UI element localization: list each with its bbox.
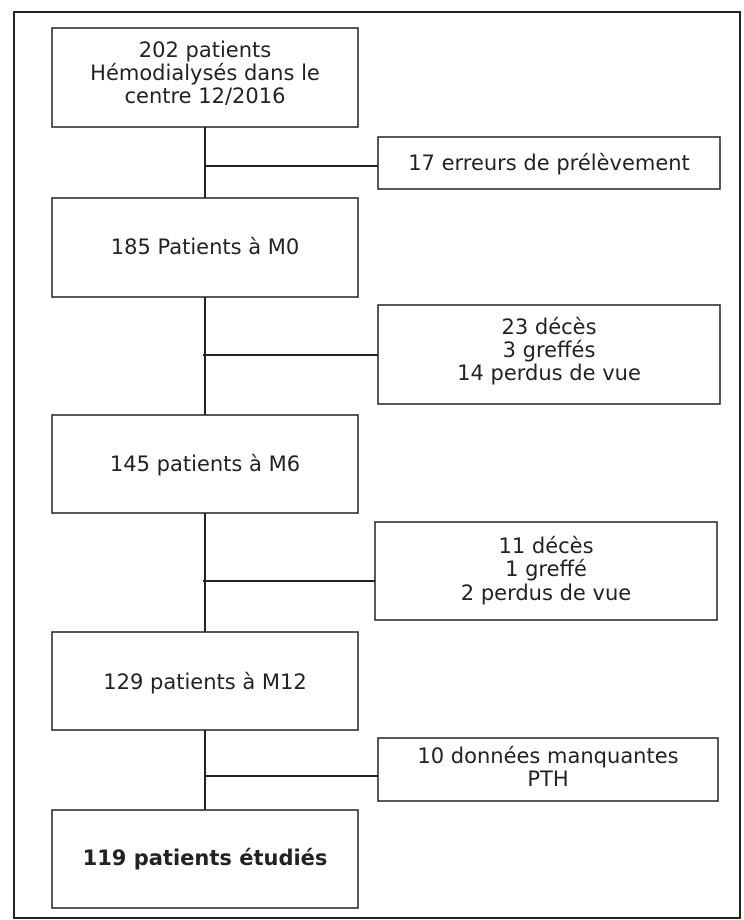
- node-text: 119 patients étudiés: [83, 846, 328, 870]
- node-box: [51, 809, 359, 909]
- node-text: centre 12/2016: [124, 84, 285, 108]
- exclusion-text: 1 greffé: [505, 557, 587, 581]
- node-box: [51, 414, 359, 514]
- exclusion-text: 11 décès: [498, 534, 593, 558]
- exclusion-box: [377, 737, 719, 802]
- exclusion-text: 2 perdus de vue: [461, 581, 631, 605]
- exclusion-text: 10 données manquantes: [417, 744, 678, 768]
- exclusion-box: [377, 304, 721, 405]
- node-text: Hémodialysés dans le: [90, 61, 320, 85]
- node-box: [51, 197, 359, 298]
- exclusion-text: PTH: [527, 767, 568, 791]
- exclusion-text: 3 greffés: [503, 338, 596, 362]
- node-text: 145 patients à M6: [110, 452, 300, 476]
- node-box: [51, 27, 359, 128]
- exclusion-text: 14 perdus de vue: [457, 361, 641, 385]
- node-text: 202 patients: [139, 38, 271, 62]
- exclusion-text: 23 décès: [501, 315, 596, 339]
- node-text: 185 Patients à M0: [111, 235, 300, 259]
- exclusion-box: [374, 521, 718, 621]
- node-text: 129 patients à M12: [103, 670, 307, 694]
- exclusion-text: 17 erreurs de prélèvement: [408, 151, 690, 175]
- exclusion-box: [377, 136, 721, 190]
- node-box: [51, 631, 359, 731]
